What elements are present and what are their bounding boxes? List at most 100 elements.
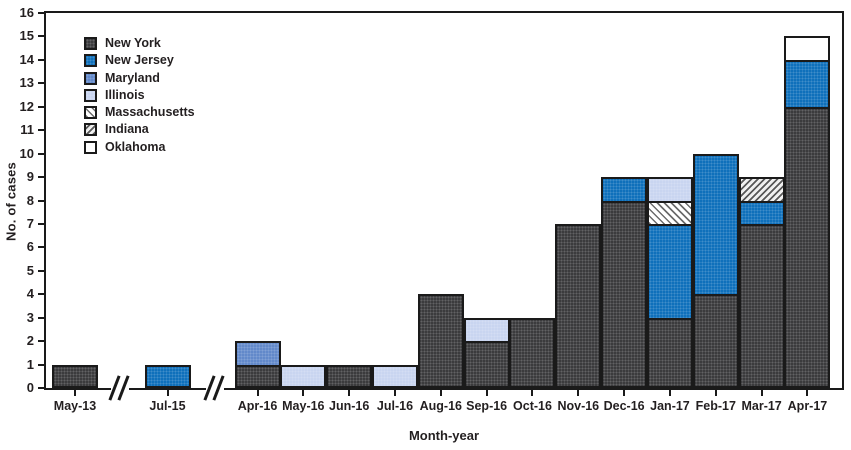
x-tick-mark (623, 390, 626, 396)
bar-segment-new-york (646, 317, 693, 388)
bar-segment-new-york (52, 364, 98, 388)
y-tick-label: 14 (19, 51, 34, 67)
y-tick-label: 2 (26, 333, 34, 349)
x-tick-mark (760, 390, 763, 396)
bar-segment-illinois (280, 364, 327, 388)
bar-segment-new-york (326, 364, 373, 388)
y-tick-label: 16 (19, 5, 34, 20)
axis-break-mark (108, 374, 132, 402)
legend-item-massachusetts: Massachusetts (84, 105, 195, 120)
bar-segment-new-york (784, 106, 831, 388)
legend-label: Massachusetts (105, 105, 195, 120)
x-tick-label: Jul-16 (376, 399, 414, 413)
legend-swatch-icon (84, 88, 97, 102)
bar-segment-new-york (417, 294, 464, 388)
bar-segment-illinois (646, 177, 693, 203)
legend-label: Oklahoma (105, 139, 166, 154)
bar-segment-maryland (234, 341, 281, 367)
y-tick-label: 11 (20, 122, 34, 138)
legend-item-new-york: New York (84, 37, 195, 50)
y-tick-label: 6 (26, 239, 34, 255)
legend-item-maryland: Maryland (84, 70, 195, 85)
x-tick-mark (302, 390, 305, 396)
y-tick-label: 15 (19, 28, 34, 44)
bar-segment-massachusetts (646, 200, 693, 226)
y-tick-mark (38, 246, 44, 249)
legend-swatch-icon (84, 37, 97, 50)
y-tick-label: 8 (26, 192, 34, 208)
y-tick-label: 0 (26, 380, 34, 395)
y-tick-mark (38, 340, 44, 343)
x-tick-mark (74, 390, 76, 396)
x-tick-mark (439, 390, 442, 396)
legend-label: New York (105, 36, 161, 50)
y-tick-mark (38, 58, 44, 61)
bar-segment-new-york (234, 364, 281, 388)
x-tick-label: Jun-16 (329, 399, 370, 413)
bar-segment-new-york (692, 294, 739, 388)
y-tick-label: 7 (26, 215, 34, 231)
x-tick-label: Apr-17 (787, 399, 828, 413)
x-tick-mark (577, 390, 580, 396)
x-tick-mark (806, 390, 809, 396)
y-tick-label: 12 (19, 98, 34, 114)
x-tick-mark (485, 390, 488, 396)
x-tick-label: Mar-17 (741, 399, 782, 413)
x-axis-title: Month-year (408, 428, 480, 443)
y-tick-mark (38, 293, 44, 296)
bar-segment-new-york (555, 223, 602, 388)
y-tick-label: 3 (26, 309, 34, 325)
y-tick-mark (38, 82, 44, 85)
x-tick-label: Aug-16 (419, 399, 462, 413)
legend: New York New Jersey Maryland Illinois Massac… (84, 37, 195, 158)
bar-segment-illinois (463, 317, 510, 344)
legend-swatch-icon (84, 140, 97, 154)
x-tick-label: Nov-16 (557, 399, 600, 413)
y-tick-mark (38, 129, 44, 132)
y-tick-mark (38, 363, 44, 366)
x-tick-label: Dec-16 (603, 399, 645, 413)
legend-swatch-icon (84, 54, 97, 68)
y-tick-label: 13 (19, 75, 34, 91)
y-tick-mark (38, 387, 44, 389)
y-tick-label: 9 (26, 169, 34, 185)
x-tick-label: Jul-15 (149, 399, 186, 413)
bar-segment-new-jersey (601, 177, 648, 203)
y-tick-label: 1 (26, 356, 34, 372)
x-tick-label: Sep-16 (466, 399, 508, 413)
legend-item-illinois: Illinois (84, 87, 195, 102)
x-tick-mark (668, 390, 671, 396)
bar-segment-new-jersey (144, 364, 191, 388)
x-tick-label: May-16 (282, 399, 325, 413)
y-tick-mark (38, 12, 44, 14)
y-tick-mark (38, 176, 44, 179)
bar-segment-new-york (738, 223, 785, 388)
y-tick-label: 10 (19, 145, 34, 161)
bar-segment-new-jersey (738, 200, 785, 226)
bar-segment-new-jersey (646, 223, 693, 320)
x-tick-mark (714, 390, 717, 396)
legend-swatch-icon (84, 71, 97, 85)
x-tick-mark (348, 390, 351, 396)
x-tick-label: Feb-17 (695, 399, 736, 413)
y-tick-label: 4 (26, 286, 34, 302)
bar-segment-illinois (371, 364, 418, 388)
bar-segment-oklahoma (784, 36, 831, 62)
x-tick-mark (531, 390, 534, 396)
y-tick-mark (38, 105, 44, 108)
bar-segment-new-york (463, 341, 510, 388)
x-tick-mark (256, 390, 259, 396)
x-tick-label: Oct-16 (513, 399, 552, 413)
x-tick-label: May-13 (53, 399, 97, 413)
legend-item-indiana: Indiana (84, 122, 195, 137)
legend-label: Indiana (105, 122, 149, 137)
axis-break-mark (203, 374, 227, 402)
axis-break-gap (111, 385, 129, 392)
legend-label: Maryland (105, 70, 160, 85)
legend-label: Illinois (105, 87, 145, 102)
x-tick-label: Apr-16 (237, 399, 278, 413)
x-tick-label: Jan-17 (650, 399, 690, 413)
y-tick-mark (38, 152, 44, 155)
y-tick-mark (38, 316, 44, 319)
bar-segment-new-jersey (692, 153, 739, 297)
